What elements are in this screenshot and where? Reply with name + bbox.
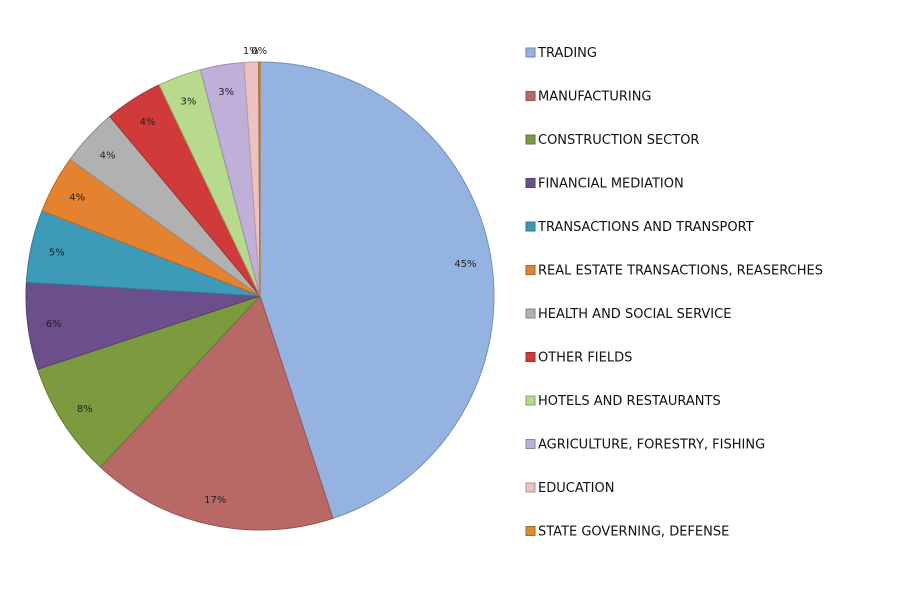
legend-label: MANUFACTURING (538, 90, 652, 105)
legend-swatch (525, 47, 536, 58)
slice-value-label: 4% (140, 117, 156, 128)
legend-swatch (525, 526, 536, 536)
slice-value-label: 6% (46, 319, 62, 330)
slice-value-label: 1% (243, 46, 259, 57)
legend-label: REAL ESTATE TRANSACTIONS, REASERCHES (538, 264, 823, 279)
slice-value-label: 17% (204, 495, 226, 506)
legend-label: HEALTH AND SOCIAL SERVICE (538, 307, 731, 322)
pie-slice-2 (99, 295, 334, 531)
legend-label: TRANSACTIONS AND TRANSPORT (537, 220, 754, 235)
legend-label: TRADING (537, 46, 597, 61)
pie-slice-12 (258, 61, 261, 297)
legend-swatch (525, 352, 536, 362)
slice-value-label: 45% (454, 259, 476, 270)
slice-value-label: 3% (218, 87, 234, 98)
slice-value-label: 5% (49, 248, 65, 259)
pie-slices (25, 61, 495, 531)
pie-slice-3 (37, 295, 261, 468)
pie-slice-1 (259, 61, 495, 519)
legend-swatch (525, 134, 536, 145)
legend-label: STATE GOVERNING, DEFENSE (538, 525, 729, 540)
slice-value-label: 8% (77, 404, 93, 415)
legend-label: OTHER FIELDS (538, 351, 632, 366)
legend-swatch (525, 221, 536, 232)
slice-value-label: 0% (251, 46, 267, 57)
slice-value-label: 4% (100, 150, 116, 161)
pie-value-labels: 45% 17% 8% 6% 5% 4% 4% 4% 3% 3% 1%0% (46, 46, 477, 506)
legend-label: FINANCIAL MEDIATION (538, 177, 684, 192)
legend-label: EDUCATION (538, 481, 614, 496)
legend-swatch (525, 265, 536, 275)
legend-swatch (525, 439, 536, 449)
legend-label: AGRICULTURE, FORESTRY, FISHING (538, 438, 765, 453)
legend-swatch (525, 482, 536, 493)
slice-value-label: 4% (69, 193, 85, 204)
slice-value-label: 3% (180, 97, 196, 108)
legend-swatch (525, 178, 536, 188)
legend-label: HOTELS AND RESTAURANTS (538, 394, 721, 409)
legend: TRADING MANUFACTURING CONSTRUCTION SECTOR F… (525, 46, 823, 540)
legend-label: CONSTRUCTION SECTOR (538, 133, 699, 148)
legend-swatch (525, 395, 536, 406)
legend-swatch (525, 308, 536, 319)
legend-swatch (525, 91, 536, 101)
